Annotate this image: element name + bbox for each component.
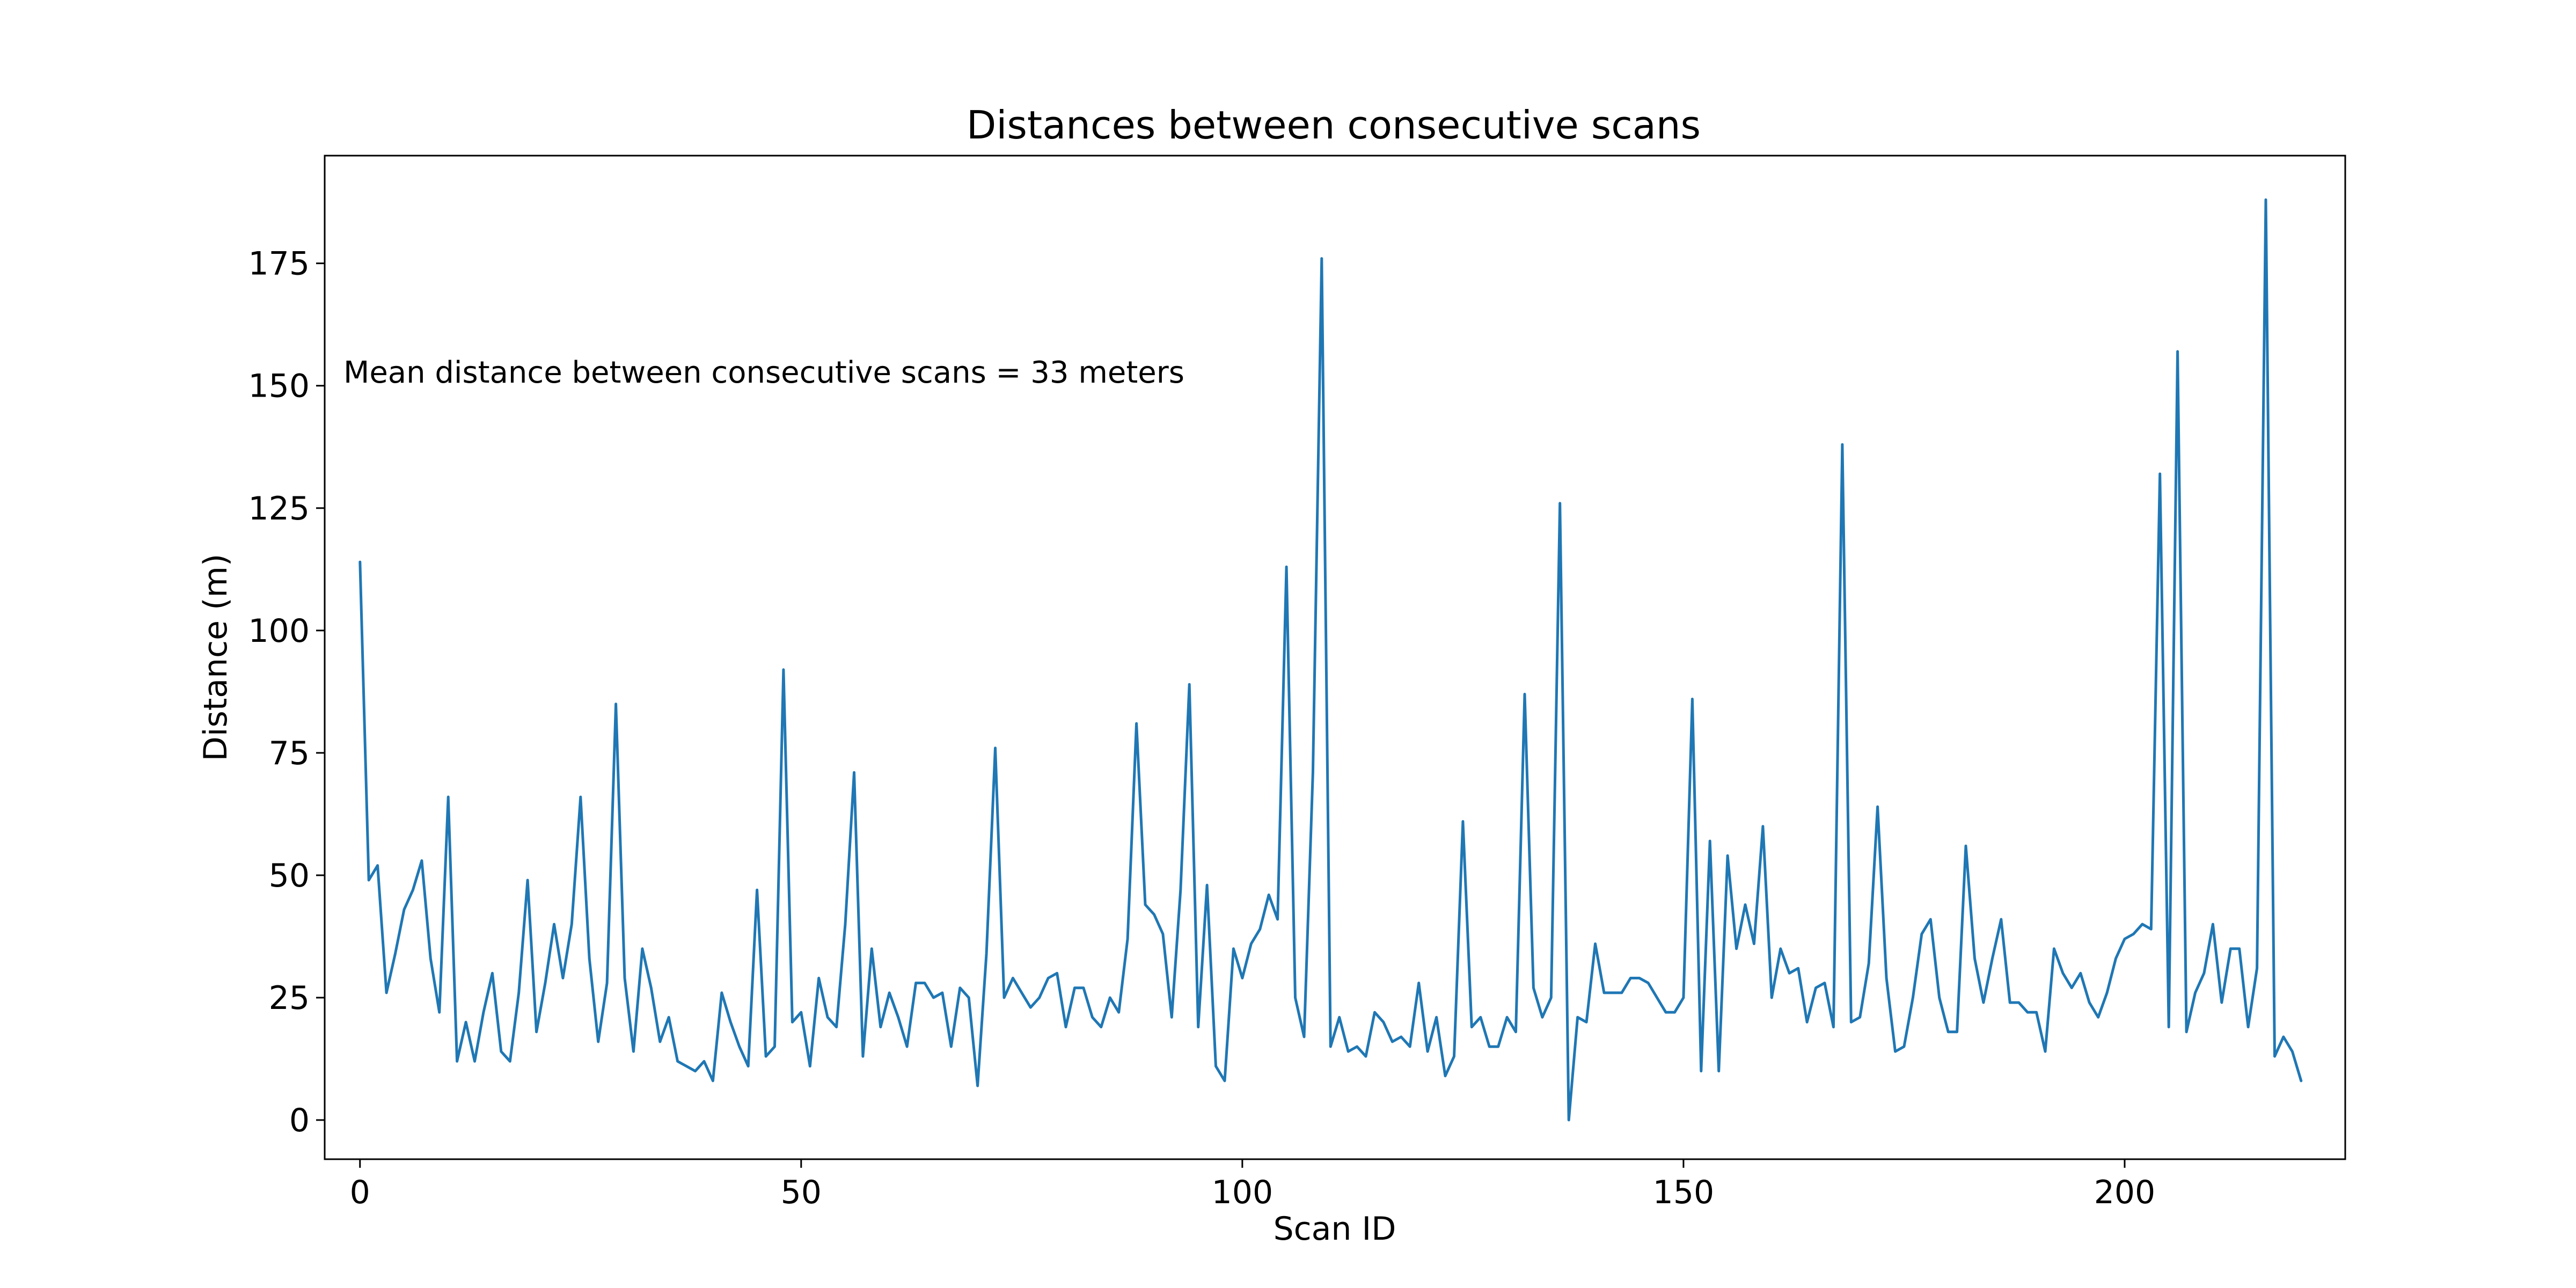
x-axis: 0 50 100 150 200 bbox=[350, 1159, 2156, 1211]
y-tick-label: 25 bbox=[269, 979, 310, 1017]
plot-frame bbox=[324, 155, 2346, 1160]
y-tick-label: 175 bbox=[248, 245, 310, 283]
y-tick-label: 75 bbox=[269, 735, 310, 772]
x-axis-label: Scan ID bbox=[1274, 1210, 1396, 1248]
x-tick-label: 200 bbox=[2094, 1174, 2156, 1211]
y-tick-label: 125 bbox=[248, 490, 310, 528]
y-tick-label: 150 bbox=[248, 368, 310, 405]
series-line bbox=[358, 198, 2303, 1122]
x-tick-label: 50 bbox=[781, 1174, 822, 1211]
plot-area bbox=[358, 198, 2303, 1122]
chart-title: Distances between consecutive scans bbox=[967, 103, 1701, 148]
y-tick-label: 0 bbox=[289, 1102, 310, 1139]
x-tick-label: 100 bbox=[1212, 1174, 1274, 1211]
mean-distance-annotation: Mean distance between consecutive scans … bbox=[343, 355, 1184, 390]
y-tick-label: 50 bbox=[269, 857, 310, 895]
y-axis-label: Distance (m) bbox=[197, 554, 235, 762]
y-tick-label: 100 bbox=[248, 612, 310, 650]
x-tick-label: 0 bbox=[350, 1174, 370, 1211]
y-axis: 0 25 50 75 100 125 150 175 bbox=[248, 245, 325, 1139]
x-tick-label: 150 bbox=[1653, 1174, 1715, 1211]
